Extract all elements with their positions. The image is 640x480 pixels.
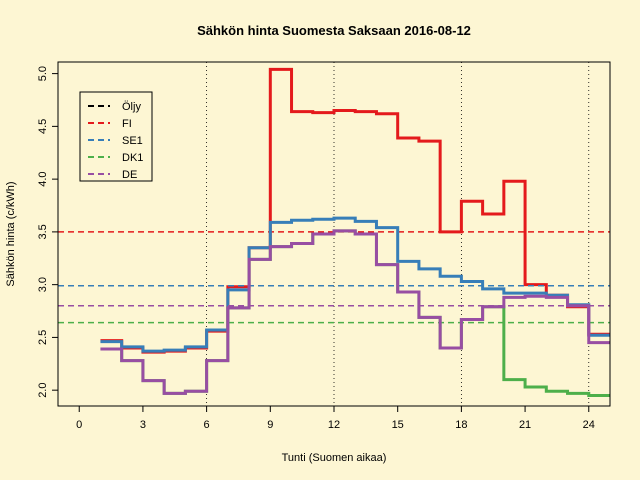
step-line (100, 216, 610, 353)
x-tick-label: 9 (267, 419, 273, 431)
step-line (100, 229, 610, 395)
x-axis-label: Tunti (Suomen aikaa) (282, 452, 387, 464)
x-tick-label: 21 (519, 419, 531, 431)
y-tick-label: 5.0 (37, 66, 49, 81)
y-tick-label: 3.0 (37, 277, 49, 292)
y-tick-label: 3.5 (37, 224, 49, 239)
legend-label: FI (122, 118, 132, 130)
legend-label: SE1 (122, 135, 143, 147)
chart-title: Sähkön hinta Suomesta Saksaan 2016-08-12 (197, 23, 471, 38)
y-tick-label: 2.0 (37, 383, 49, 398)
legend-label: DK1 (122, 152, 143, 164)
legend-box (79, 91, 153, 182)
y-tick-label: 4.5 (37, 119, 49, 134)
y-tick-label: 4.0 (37, 171, 49, 186)
plot-frame (57, 61, 611, 407)
x-tick-label: 24 (583, 419, 595, 431)
legend-label: DE (122, 169, 137, 181)
x-tick-label: 18 (455, 419, 467, 431)
legend-label: Öljy (122, 101, 141, 113)
x-tick-label: 15 (392, 419, 404, 431)
x-tick-label: 3 (140, 419, 146, 431)
y-axis-label: Sähkön hinta (c/kWh) (5, 181, 17, 286)
y-tick-label: 2.5 (37, 330, 49, 345)
x-tick-label: 0 (76, 419, 82, 431)
x-tick-label: 6 (204, 419, 210, 431)
x-tick-label: 12 (328, 419, 340, 431)
